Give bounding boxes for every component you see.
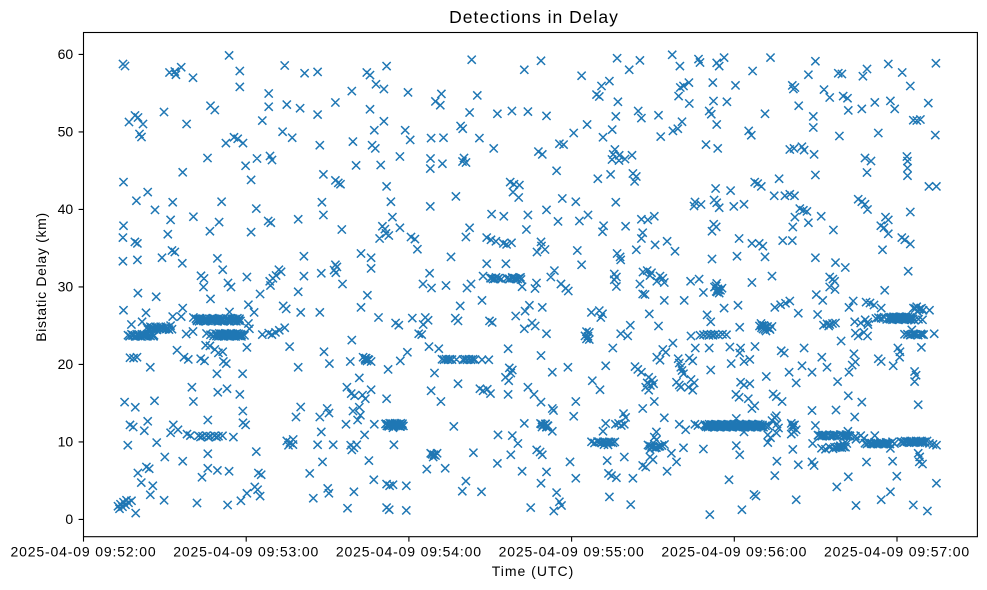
svg-text:Bistatic Delay (km): Bistatic Delay (km) [33,212,49,342]
svg-text:2025-04-09 09:55:00: 2025-04-09 09:55:00 [499,544,645,560]
svg-text:60: 60 [58,46,74,62]
svg-text:30: 30 [58,279,74,295]
svg-text:50: 50 [58,124,74,140]
svg-text:2025-04-09 09:56:00: 2025-04-09 09:56:00 [661,544,807,560]
svg-text:0: 0 [65,511,73,527]
svg-text:10: 10 [58,434,74,450]
svg-text:Time (UTC): Time (UTC) [492,563,574,579]
svg-text:20: 20 [58,356,74,372]
svg-text:2025-04-09 09:53:00: 2025-04-09 09:53:00 [173,544,319,560]
svg-text:2025-04-09 09:52:00: 2025-04-09 09:52:00 [11,544,157,560]
svg-text:2025-04-09 09:57:00: 2025-04-09 09:57:00 [824,544,970,560]
svg-text:Detections in Delay: Detections in Delay [449,7,619,27]
svg-text:2025-04-09 09:54:00: 2025-04-09 09:54:00 [336,544,482,560]
svg-text:40: 40 [58,201,74,217]
